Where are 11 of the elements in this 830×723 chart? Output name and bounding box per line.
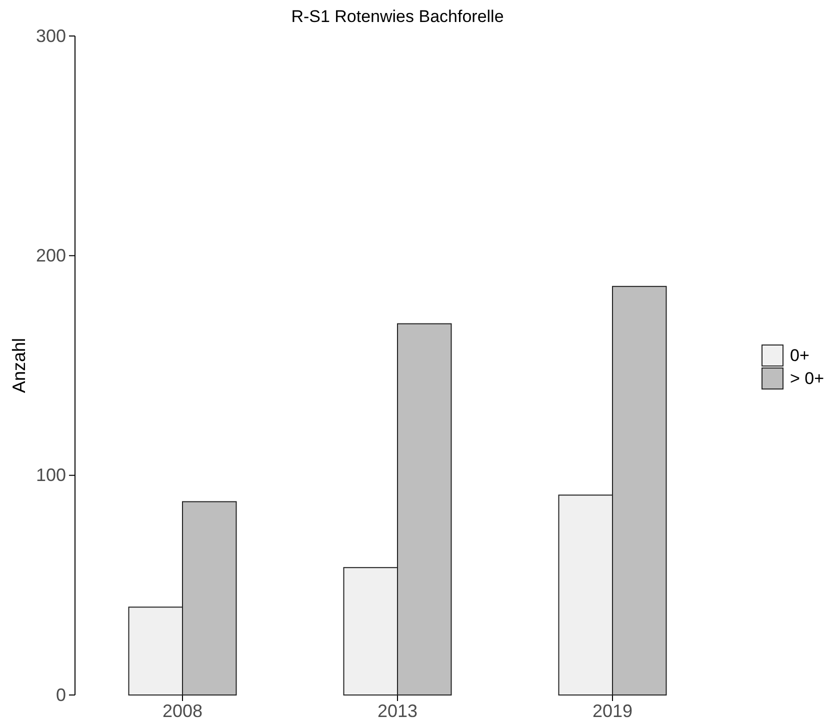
x-tick-label: 2019: [592, 700, 633, 721]
y-tick-label: 100: [36, 465, 66, 486]
chart-title: R-S1 Rotenwies Bachforelle: [291, 7, 504, 26]
y-tick-label: 200: [36, 245, 66, 266]
y-tick-label: 300: [36, 26, 66, 46]
y-axis-title: Anzahl: [9, 338, 29, 394]
x-tick-label: 2008: [162, 700, 203, 721]
y-tick-label: 0: [56, 684, 66, 705]
x-tick-label: 2013: [377, 700, 418, 721]
legend-label: 0+: [790, 346, 810, 365]
legend-label: > 0+: [790, 369, 824, 388]
